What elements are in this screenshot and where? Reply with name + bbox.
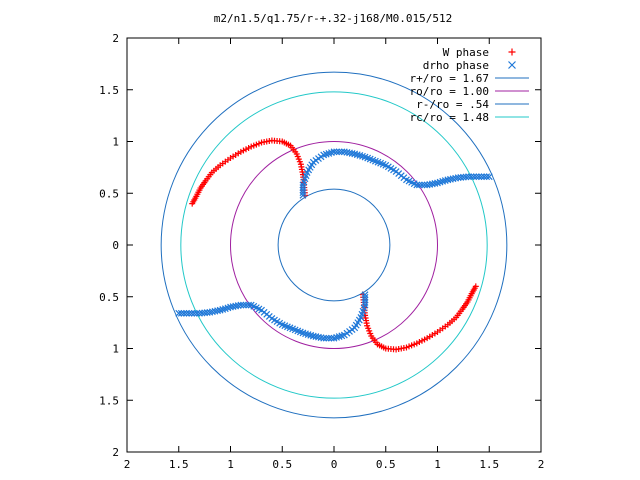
data-point [485, 173, 493, 181]
reference-circle [160, 71, 508, 419]
data-point [418, 181, 426, 189]
data-point [447, 175, 454, 183]
data-point [333, 148, 341, 156]
data-point [465, 173, 472, 181]
data-point [475, 173, 483, 181]
data-point [426, 181, 434, 188]
legend-label: drho phase [423, 59, 489, 72]
data-point [361, 296, 369, 304]
legend-marker [508, 61, 516, 69]
data-point [361, 291, 369, 299]
axis-ticks: 2 1.5 1 0.5 0 0.5 1 1.5 221.510.500.511.52 [99, 32, 544, 471]
data-point [449, 175, 457, 183]
data-point [320, 334, 328, 342]
data-point [330, 148, 338, 156]
data-point [467, 173, 475, 181]
data-point [312, 333, 320, 341]
data-point [196, 309, 203, 317]
y-tick-label: 1 [112, 136, 119, 149]
data-point [214, 307, 221, 315]
data-point [234, 302, 242, 309]
data-point [242, 301, 250, 309]
data-point [330, 334, 338, 342]
data-point [348, 149, 356, 157]
data-point [299, 184, 307, 191]
data-point [180, 309, 188, 317]
data-point [431, 179, 439, 187]
data-point [299, 189, 307, 197]
data-point [428, 180, 436, 188]
data-point [185, 309, 193, 317]
data-point [190, 309, 198, 317]
plot-frame [126, 37, 542, 453]
data-point [188, 309, 196, 317]
chart-title: m2/n1.5/q1.75/r-+.32-j168/M0.015/512 [214, 12, 452, 25]
data-point [198, 309, 206, 317]
x-tick-label: 2 [538, 458, 545, 471]
data-point [346, 149, 353, 157]
data-point [177, 309, 185, 317]
data-point [211, 307, 219, 315]
y-tick-label: 2 [112, 446, 119, 459]
data-point [175, 309, 183, 317]
x-tick-label: 1 [434, 458, 441, 471]
data-point [183, 309, 190, 317]
data-point [237, 301, 245, 309]
data-point [247, 301, 255, 309]
data-point [478, 173, 485, 181]
reference-circles [160, 71, 508, 419]
data-point [315, 333, 322, 341]
data-point [299, 191, 307, 199]
data-point [340, 148, 348, 156]
data-point [462, 173, 470, 181]
legend-marker [508, 48, 516, 56]
data-point [413, 181, 421, 189]
data-point [361, 293, 369, 301]
x-tick-label: 0 [331, 458, 338, 471]
legend-label: r+/ro = 1.67 [410, 72, 489, 85]
data-point [327, 334, 335, 342]
data-point [470, 173, 478, 181]
x-tick-label: 1.5 [169, 458, 189, 471]
data-point [483, 173, 491, 181]
x-tick-label: 0.5 [376, 458, 396, 471]
reference-circle [277, 188, 391, 302]
data-point [335, 148, 343, 156]
legend-label: rc/ro = 1.48 [410, 111, 489, 124]
x-tick-label: 0.5 [272, 458, 292, 471]
y-tick-label: 1.5 [99, 394, 119, 407]
y-tick-label: 0 [112, 239, 119, 252]
data-point [229, 303, 237, 311]
data-point [415, 181, 423, 189]
data-point [245, 301, 253, 309]
legend-label: r-/ro = .54 [416, 98, 489, 111]
data-point [193, 309, 201, 317]
x-tick-label: 1 [227, 458, 234, 471]
data-series [175, 137, 493, 353]
y-tick-label: 0.5 [99, 291, 119, 304]
legend-label: ro/ro = 1.00 [410, 85, 489, 98]
y-tick-label: 1 [112, 343, 119, 356]
data-point [480, 173, 488, 181]
data-point [444, 176, 452, 184]
data-point [325, 334, 333, 342]
x-tick-label: 1.5 [479, 458, 499, 471]
y-tick-label: 1.5 [99, 84, 119, 97]
legend-label: W phase [443, 46, 489, 59]
reference-circle [180, 91, 488, 399]
data-point [317, 334, 325, 342]
data-point [299, 186, 307, 194]
data-point [343, 148, 351, 156]
y-tick-label: 0.5 [99, 187, 119, 200]
data-point [232, 302, 240, 310]
data-point [472, 173, 480, 181]
y-tick-label: 2 [112, 32, 119, 45]
data-point [361, 299, 369, 306]
data-point [216, 306, 224, 314]
x-tick-label: 2 [124, 458, 131, 471]
data-point [423, 181, 431, 189]
reference-circle [230, 141, 438, 349]
